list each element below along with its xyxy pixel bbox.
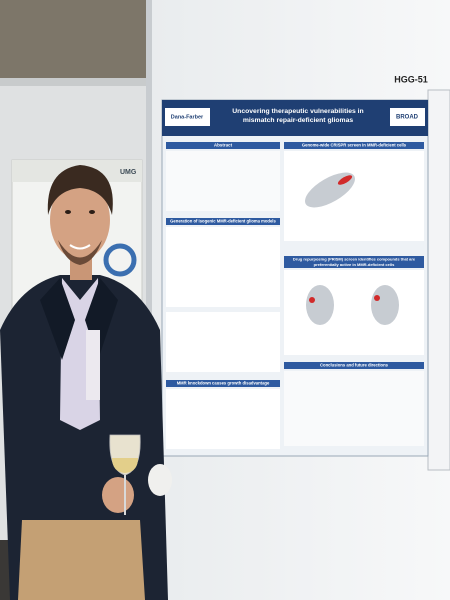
napkin — [148, 464, 172, 496]
volcano-plot — [306, 285, 334, 325]
section-title: Generation of isogenic MMR-deficient gli… — [170, 219, 276, 224]
volcano-plot — [371, 285, 399, 325]
scatter-highlight — [337, 175, 353, 185]
smile — [69, 244, 91, 250]
eye — [65, 210, 71, 214]
section-title: Drug repurposing (PRISM) screen identifi… — [293, 257, 416, 262]
blazer — [0, 275, 168, 600]
section-header — [166, 142, 280, 149]
logo-box-right — [390, 108, 425, 126]
left-board-frame — [0, 78, 150, 86]
text-block — [284, 371, 424, 446]
volcano-highlight — [309, 297, 315, 303]
logo-left: Dana-Farber — [171, 114, 204, 120]
ceiling — [0, 0, 150, 80]
board-number: HGG-51 — [394, 74, 428, 84]
section-header — [284, 362, 424, 369]
section-header — [284, 142, 424, 149]
beard — [58, 240, 102, 265]
section-header — [284, 256, 424, 268]
trousers — [18, 520, 145, 600]
text-block — [166, 151, 280, 211]
section-title: Abstract — [214, 143, 233, 148]
hair — [47, 165, 113, 215]
section-title: MMR knockdown causes growth disadvantage — [177, 381, 270, 386]
lanyard-badge — [86, 330, 100, 400]
face — [50, 180, 110, 260]
section-header — [166, 380, 280, 387]
figure — [284, 151, 424, 241]
volcano-highlight — [374, 295, 380, 301]
figure — [284, 270, 424, 355]
neighbor-poster — [427, 89, 450, 471]
logo-right: BROAD — [396, 115, 419, 121]
figure — [166, 227, 280, 307]
glass-stem — [124, 475, 126, 515]
left-poster-donut — [103, 243, 137, 277]
poster-title: Uncovering therapeutic vulnerabilities i… — [232, 108, 363, 115]
eye — [89, 210, 95, 214]
left-poster-logo: UMG — [120, 169, 137, 176]
wine — [112, 458, 138, 473]
section-title: preferentially active in MMR-deficient c… — [314, 262, 395, 267]
lapel — [40, 278, 75, 360]
figure — [166, 389, 280, 449]
section-title: Genome-wide CRISPR screen in MMR-deficie… — [302, 143, 407, 148]
section-header — [166, 218, 280, 225]
section-title: Conclusions and future directions — [320, 363, 389, 368]
hand — [102, 477, 134, 513]
logo-box-left — [165, 108, 210, 126]
poster-title: mismatch repair-deficient gliomas — [243, 117, 354, 124]
figure — [166, 312, 280, 372]
board-edge — [146, 0, 152, 600]
